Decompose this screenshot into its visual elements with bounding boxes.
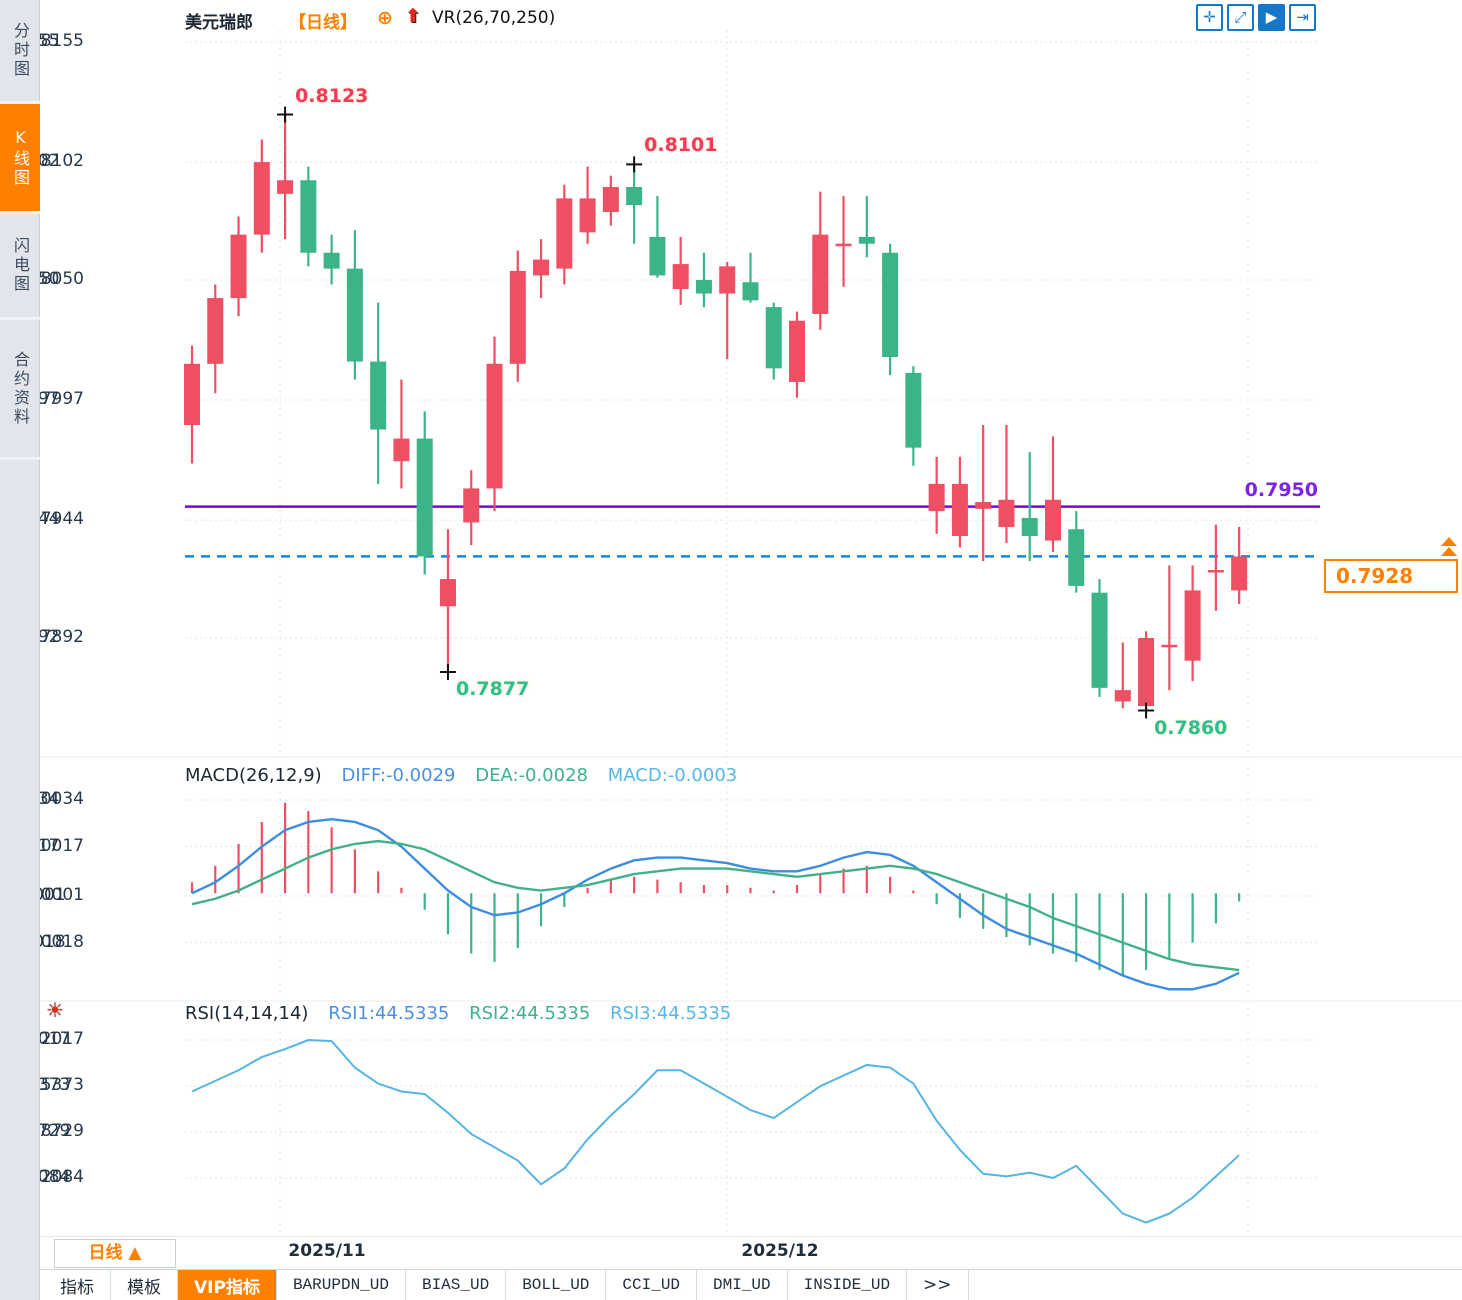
price-up-arrows-icon <box>1441 536 1457 557</box>
rsi-title: RSI(14,14,14) <box>185 1003 309 1024</box>
rsi1-value: RSI1:44.5335 <box>328 1003 450 1024</box>
sidebar-tab-time-chart[interactable]: 分时图 <box>0 0 40 104</box>
symbol-title: 美元瑞郎 <box>185 13 253 33</box>
tab-inside-ud[interactable]: INSIDE_UD <box>788 1270 908 1300</box>
indicator-tabbar: 指标 模板 VIP指标 BARUPDN_UD BIAS_UD BOLL_UD C… <box>40 1269 1462 1300</box>
macd-panel-header: MACD(26,12,9) DIFF:-0.0029 DEA:-0.0028 M… <box>185 765 737 786</box>
red-up-arrow-icon: ⬆ <box>405 5 421 27</box>
tab-vip[interactable]: VIP指标 <box>178 1270 277 1300</box>
horizontal-line-price-label: 0.7950 <box>1244 479 1318 501</box>
sidebar-tab-candle-chart[interactable]: K线图 <box>0 104 40 214</box>
chart-toolbar: ✛ ⤢ ▶ ⇥ <box>1196 4 1316 31</box>
price-extreme-annotation: 0.7877 <box>455 678 530 700</box>
alert-sun-icon[interactable]: ☀ <box>46 998 64 1022</box>
x-axis-month-label: 2025/11 <box>288 1241 366 1261</box>
auto-play-icon[interactable]: ▶ <box>1258 4 1285 31</box>
macd-title: MACD(26,12,9) <box>185 765 322 786</box>
macd-macd-value: MACD:-0.0003 <box>607 765 738 786</box>
tab-indicators[interactable]: 指标 <box>44 1270 111 1300</box>
price-extreme-annotation: 0.8123 <box>295 84 369 107</box>
x-axis-band: 日线 ▲ 2025/11 2025/12 <box>40 1236 1462 1269</box>
tab-barupdn-ud[interactable]: BARUPDN_UD <box>277 1270 406 1300</box>
period-dropdown[interactable]: 日线 ▲ <box>54 1239 176 1268</box>
current-price-tag[interactable]: 0.7928 <box>1324 559 1458 593</box>
period-tag[interactable]: 【日线】 <box>289 13 357 33</box>
tab-bias-ud[interactable]: BIAS_UD <box>406 1270 507 1300</box>
circle-plus-icon[interactable]: ⊕ <box>377 7 393 29</box>
tab-cci-ud[interactable]: CCI_UD <box>606 1270 698 1300</box>
price-extreme-annotation: 0.8101 <box>644 134 718 157</box>
sidebar-tab-contract-info[interactable]: 合约资料 <box>0 320 40 460</box>
tab-dmi-ud[interactable]: DMI_UD <box>697 1270 788 1300</box>
tab-more[interactable]: >> <box>907 1270 969 1300</box>
vr-indicator-label: VR(26,70,250) <box>432 8 556 28</box>
left-sidebar: 分时图 K线图 闪电图 合约资料 <box>0 0 40 1300</box>
rsi2-value: RSI2:44.5335 <box>469 1003 591 1024</box>
chevron-up-icon: ▲ <box>128 1243 142 1263</box>
price-extreme-annotation: 0.7860 <box>1154 716 1228 739</box>
macd-diff-value: DIFF:-0.0029 <box>341 765 456 786</box>
rsi-panel-header: RSI(14,14,14) RSI1:44.5335 RSI2:44.5335 … <box>185 1003 731 1024</box>
macd-dea-value: DEA:-0.0028 <box>475 765 588 786</box>
sidebar-tab-flash-chart[interactable]: 闪电图 <box>0 214 40 320</box>
rsi3-value: RSI3:44.5335 <box>610 1003 732 1024</box>
x-axis-month-label: 2025/12 <box>741 1241 819 1261</box>
fit-axis-icon[interactable]: ⤢ <box>1227 4 1254 31</box>
tab-boll-ud[interactable]: BOLL_UD <box>506 1270 607 1300</box>
pan-crosshair-icon[interactable]: ✛ <box>1196 4 1223 31</box>
tab-templates[interactable]: 模板 <box>111 1270 178 1300</box>
jump-to-latest-icon[interactable]: ⇥ <box>1289 4 1316 31</box>
